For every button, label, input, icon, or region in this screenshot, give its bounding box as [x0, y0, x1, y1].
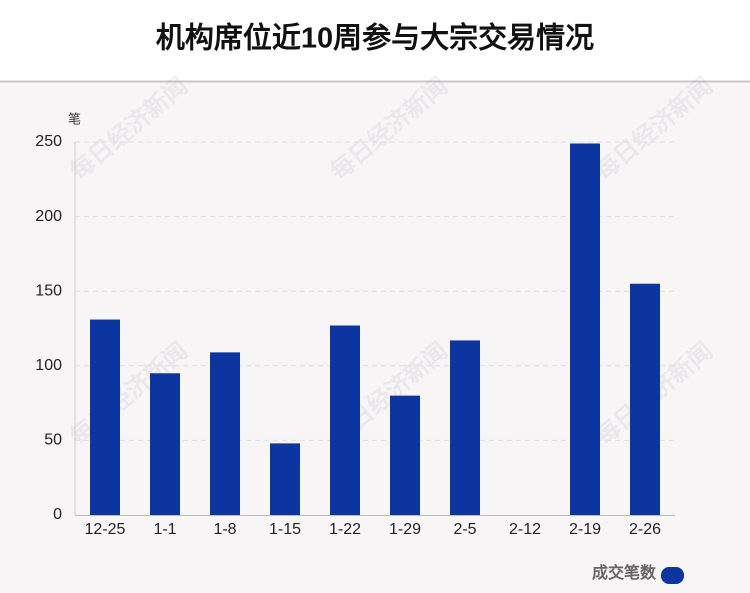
- x-tick-label: 2-5: [453, 521, 476, 538]
- bar: [450, 340, 480, 515]
- y-tick-label: 150: [35, 282, 62, 299]
- bar: [630, 283, 660, 515]
- x-tick-label: 1-22: [329, 521, 361, 538]
- x-tick-label: 2-26: [629, 521, 661, 538]
- bar: [150, 373, 180, 515]
- y-tick-label: 250: [35, 133, 62, 150]
- x-tick-label: 1-8: [213, 521, 236, 538]
- bar: [390, 395, 420, 515]
- bar: [330, 325, 360, 515]
- x-tick-label: 1-1: [153, 521, 176, 538]
- y-axis-unit: 笔: [68, 111, 81, 126]
- x-tick-label: 2-19: [569, 521, 601, 538]
- y-tick-label: 0: [53, 506, 62, 523]
- x-tick-label: 2-12: [509, 521, 541, 538]
- bar: [270, 443, 300, 515]
- x-tick-label: 12-25: [85, 521, 126, 538]
- x-tick-label: 1-15: [269, 521, 301, 538]
- y-tick-label: 200: [35, 208, 62, 225]
- bar: [90, 319, 120, 515]
- chart-title: 机构席位近10周参与大宗交易情况: [156, 21, 594, 55]
- legend-label: 成交笔数: [592, 563, 657, 582]
- y-tick-label: 50: [44, 432, 62, 449]
- title-band: [0, 0, 750, 81]
- legend-swatch: [661, 567, 684, 584]
- y-tick-label: 100: [35, 357, 62, 374]
- bar: [570, 143, 600, 515]
- bar: [210, 352, 240, 515]
- x-tick-label: 1-29: [389, 521, 421, 538]
